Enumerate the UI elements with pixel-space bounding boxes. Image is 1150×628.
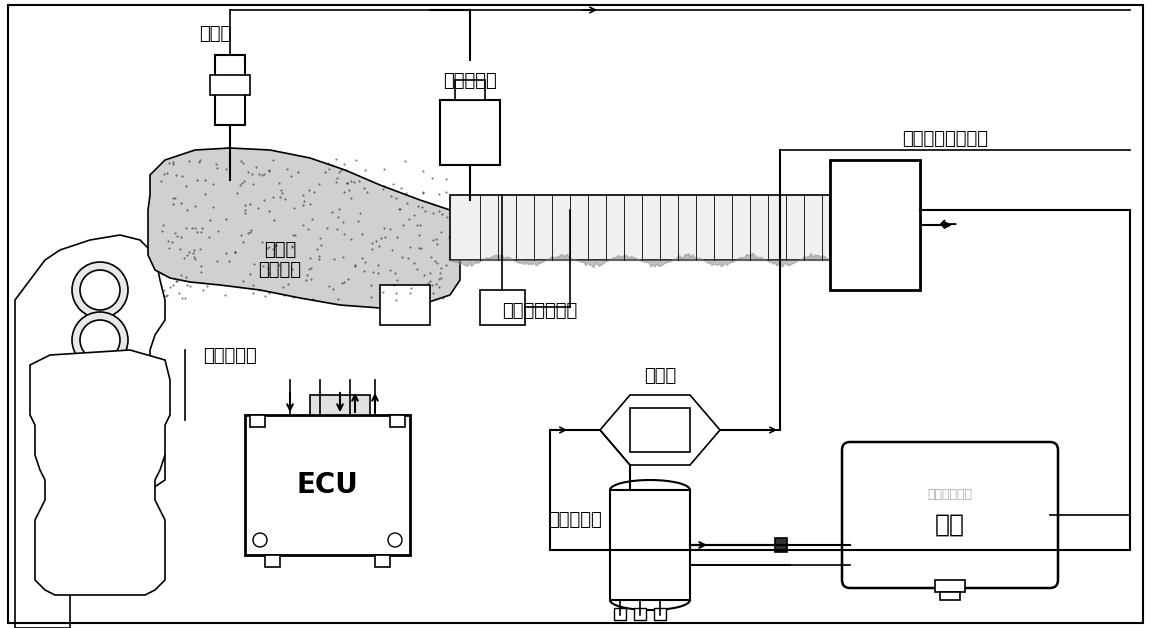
Circle shape	[81, 370, 120, 410]
Polygon shape	[600, 395, 720, 465]
Text: 怠速空气调整器: 怠速空气调整器	[503, 302, 577, 320]
Bar	[935, 580, 965, 592]
Bar	[480, 290, 526, 325]
Bar	[775, 538, 787, 552]
Text: ←: ←	[938, 215, 957, 235]
Bar	[215, 55, 245, 125]
Bar	[940, 592, 960, 600]
Bar	[380, 285, 430, 325]
Text: 油压调节器: 油压调节器	[443, 72, 497, 90]
Bar	[630, 408, 690, 452]
Text: 电动燃油泵: 电动燃油泵	[549, 511, 601, 529]
Circle shape	[388, 533, 402, 547]
Bar	[455, 80, 485, 100]
Text: 滤清器: 滤清器	[644, 367, 676, 385]
Text: 汽车实用知识: 汽车实用知识	[928, 489, 973, 502]
Circle shape	[253, 533, 267, 547]
Text: 油箱: 油箱	[935, 513, 965, 537]
Bar	[614, 608, 626, 620]
Text: 叶片式空气流量计: 叶片式空气流量计	[902, 130, 988, 148]
Bar	[440, 100, 500, 165]
Bar	[390, 415, 405, 427]
Circle shape	[72, 362, 128, 418]
Bar	[375, 555, 390, 567]
Circle shape	[81, 320, 120, 360]
Bar	[250, 415, 264, 427]
Bar	[654, 608, 666, 620]
Polygon shape	[148, 148, 460, 308]
Bar	[450, 195, 830, 260]
Circle shape	[72, 312, 128, 368]
Text: 水温传感器: 水温传感器	[204, 347, 256, 365]
Bar	[210, 75, 250, 95]
Polygon shape	[30, 350, 170, 595]
Polygon shape	[15, 235, 164, 628]
Text: ECU: ECU	[297, 471, 358, 499]
Circle shape	[72, 262, 128, 318]
Text: 节气门
位置开关: 节气门 位置开关	[259, 241, 301, 279]
Circle shape	[81, 270, 120, 310]
Bar	[610, 490, 690, 600]
FancyBboxPatch shape	[842, 442, 1058, 588]
Bar	[310, 395, 370, 415]
Bar	[264, 555, 279, 567]
Text: 喷油器: 喷油器	[199, 25, 231, 43]
Bar	[634, 608, 646, 620]
Bar	[830, 160, 920, 290]
Bar	[245, 415, 411, 555]
